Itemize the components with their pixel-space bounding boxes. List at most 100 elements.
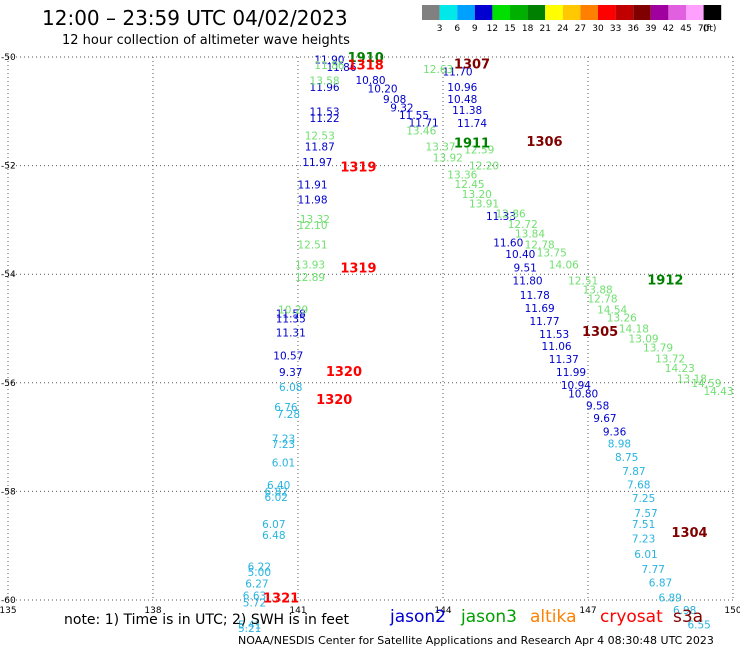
- legend-swatch: [527, 5, 546, 20]
- legend-tick-label: 33: [610, 24, 621, 34]
- wave-height-point: 13.72: [655, 353, 685, 365]
- legend-tick-label: 30: [592, 24, 604, 34]
- wave-height-point: 13.92: [433, 152, 463, 164]
- wave-height-point: 11.90: [314, 55, 344, 67]
- wave-height-point: 6.82: [265, 486, 288, 498]
- wave-height-point: 11.71: [409, 118, 439, 130]
- wave-height-point: 11.38: [452, 105, 482, 117]
- track-time-label: 1307: [454, 58, 490, 73]
- wave-height-point: 14.06: [549, 259, 579, 271]
- wave-height-point: 11.78: [520, 290, 550, 302]
- wave-height-point: 12.89: [295, 272, 325, 284]
- wave-height-point: 13.88: [583, 284, 613, 296]
- legend-swatch: [650, 5, 669, 20]
- wave-height-point: 11.91: [297, 180, 327, 192]
- x-tick-label: 141: [289, 606, 306, 616]
- legend-tick-label: 6: [454, 24, 460, 34]
- wave-height-point: 6.02: [265, 492, 288, 504]
- wave-height-point: 6.27: [245, 579, 268, 591]
- wave-height-point: 11.53: [539, 329, 569, 341]
- wave-height-point: 12.59: [464, 144, 494, 156]
- legend-tick-label: 36: [627, 24, 639, 34]
- wave-height-point: 12.45: [455, 179, 485, 191]
- footer-credit: NOAA/NESDIS Center for Satellite Applica…: [238, 634, 714, 647]
- track-time-label: 1319: [340, 161, 376, 176]
- track-time-label: 1320: [316, 393, 352, 408]
- wave-height-point: 6.89: [658, 592, 681, 604]
- legend-swatch: [422, 5, 440, 20]
- wave-height-point: 13.26: [607, 313, 637, 325]
- wave-height-point: 11.74: [457, 118, 487, 130]
- wave-height-point: 11.70: [442, 67, 472, 79]
- wave-height-point: 9.51: [513, 263, 536, 275]
- wave-height-point: 9.36: [603, 427, 627, 439]
- wave-height-point: 13.79: [643, 343, 673, 355]
- wave-height-point: 7.57: [634, 508, 657, 520]
- legend-swatch: [545, 5, 563, 20]
- track-time-label: 1305: [582, 325, 618, 340]
- wave-height-point: 11.37: [549, 354, 579, 366]
- wave-height-point: 6.76: [274, 402, 298, 414]
- wave-height-point: 11.33: [486, 211, 516, 223]
- wave-height-point: 13.36: [447, 169, 477, 181]
- wave-height-point: 11.60: [493, 238, 523, 250]
- legend-swatch: [668, 5, 686, 20]
- wave-height-point: 9.08: [383, 94, 406, 106]
- wave-height-point: 11.06: [542, 341, 572, 353]
- wave-height-point: 5.72: [243, 598, 266, 610]
- wave-height-point: 10.29: [278, 304, 308, 316]
- wave-height-point: 7.68: [627, 479, 650, 491]
- wave-height-point: 14.18: [619, 324, 649, 336]
- wave-height-point: 10.94: [561, 380, 591, 392]
- wave-height-point: 6.48: [262, 530, 285, 542]
- legend-swatch: [510, 5, 528, 20]
- wave-height-point: 13.46: [406, 125, 436, 137]
- wave-height-point: 5.41: [238, 619, 261, 631]
- y-tick-label: -58: [1, 487, 16, 497]
- x-tick-label: 135: [0, 606, 17, 616]
- wave-height-point: 11.35: [276, 314, 306, 326]
- data-marks: 11.9011.8611.9610.8010.209.089.3211.5511…: [238, 55, 734, 636]
- wave-height-point: 6.63: [243, 591, 266, 603]
- legend-swatch: [686, 5, 704, 20]
- wave-height-point: 14.59: [691, 378, 721, 390]
- wave-height-point: 12.86: [496, 208, 526, 220]
- wave-height-point: 6.08: [279, 382, 302, 394]
- track-time-label: 1912: [647, 274, 683, 289]
- wave-height-point: 12.51: [568, 276, 598, 288]
- wave-height-point: 12.78: [525, 239, 555, 251]
- x-tick-label: 144: [434, 606, 451, 616]
- sat-s3a: s3a: [673, 607, 704, 627]
- wave-height-point: 10.80: [355, 75, 385, 87]
- wave-height-point: 7.23: [272, 434, 295, 446]
- page-subtitle: 12 hour collection of altimeter wave hei…: [62, 33, 350, 48]
- wave-height-point: 8.98: [608, 439, 631, 451]
- sat-altika: altika: [530, 607, 577, 627]
- wave-height-point: 12.20: [469, 161, 499, 173]
- track-time-label: 1320: [326, 365, 362, 380]
- page-title: 12:00 – 23:59 UTC 04/02/2023: [42, 6, 348, 30]
- legend-swatch: [633, 5, 651, 20]
- wave-height-point: 13.09: [629, 333, 659, 345]
- wave-height-point: 11.99: [556, 367, 586, 379]
- track-time-label: 1306: [526, 135, 562, 150]
- wave-height-point: 12.10: [297, 220, 327, 232]
- wave-height-point: 7.87: [622, 466, 645, 478]
- wave-height-point: 13.75: [537, 247, 567, 259]
- legend-tick-label: 15: [504, 24, 515, 34]
- wave-height-point: 13.18: [677, 373, 707, 385]
- wave-height-point: 11.55: [399, 110, 429, 122]
- legend-tick-label: 18: [522, 24, 534, 34]
- wave-height-point: 6.07: [262, 519, 285, 531]
- legend-swatch: [580, 5, 598, 20]
- track-time-label: 1321: [263, 591, 299, 606]
- wave-height-point: 6.01: [634, 549, 657, 561]
- wave-height-point: 12.51: [297, 239, 327, 251]
- wave-height-point: 7.23: [632, 534, 655, 546]
- wave-height-point: 9.32: [390, 102, 413, 114]
- y-tick-label: -54: [1, 270, 16, 280]
- legend-unit-label: (ft): [703, 24, 717, 34]
- legend-tick-label: 70: [698, 24, 710, 34]
- wave-height-point: 13.91: [469, 199, 499, 211]
